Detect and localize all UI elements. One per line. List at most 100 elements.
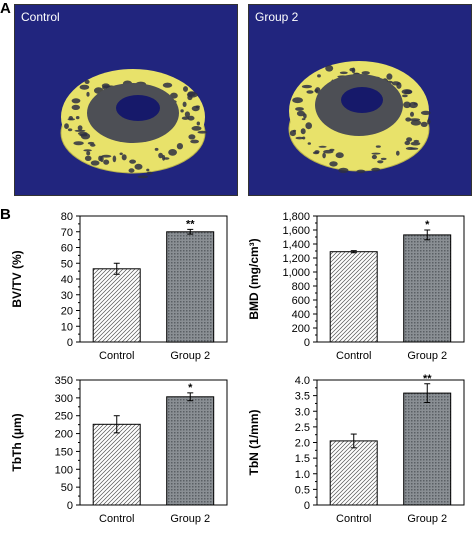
y-tick-label: 3.5 xyxy=(295,391,310,403)
x-category-label: Group 2 xyxy=(170,350,210,362)
bone-pore-speckle xyxy=(180,109,184,113)
bone-pore-speckle xyxy=(101,154,112,158)
control-micro-ct-image: Control xyxy=(14,4,238,196)
bone-pore-speckle xyxy=(90,143,96,147)
bone-pore-speckle xyxy=(100,155,104,163)
bone-pore-speckle xyxy=(188,134,196,140)
y-tick-label: 0.5 xyxy=(295,484,310,496)
tbn-chart-svg: 0 0.5 1.0 1.5 2.0 2.5 3.0 3.5 4.0 TbN (1/mm) Contr… xyxy=(247,373,465,525)
x-category-label: Control xyxy=(336,513,371,525)
y-tick-label: 800 xyxy=(292,281,310,293)
bone-pore-speckle xyxy=(197,130,208,134)
bone-pore-speckle xyxy=(410,120,422,126)
bone-pore-speckle xyxy=(79,84,90,90)
bone-pore-speckle xyxy=(84,155,92,161)
y-tick-label: 2.5 xyxy=(295,422,310,434)
bone-pore-speckle xyxy=(64,123,69,129)
bone-pore-speckle xyxy=(90,160,100,166)
y-tick-label: 80 xyxy=(61,211,73,223)
bone-pore-speckle xyxy=(306,90,314,94)
bone-pore-speckle xyxy=(315,87,321,94)
bmd-chart-svg: 0 200 400 600 800 1,000 1,200 1,400 1,600 1,800 BM… xyxy=(247,211,465,362)
y-tick-label: 2.0 xyxy=(295,438,310,450)
bar xyxy=(403,234,452,343)
y-tick-label: 200 xyxy=(292,323,310,335)
bone-pore-speckle xyxy=(83,149,92,152)
control-bone-ring-render xyxy=(15,5,237,195)
y-tick-label: 30 xyxy=(61,290,73,302)
y-tick-label: 50 xyxy=(61,258,73,270)
y-axis-label: BMD (mg/cm³) xyxy=(247,238,261,319)
bar xyxy=(92,268,141,343)
y-tick-label: 40 xyxy=(61,274,73,286)
x-category-label: Group 2 xyxy=(407,350,447,362)
bone-pore-speckle xyxy=(295,107,304,111)
panel-b-letter: B xyxy=(0,206,11,223)
bone-pore-speckle xyxy=(77,125,83,131)
bone-pore-speckle xyxy=(329,161,338,167)
significance-marker: * xyxy=(188,382,193,394)
bone-pore-speckle xyxy=(162,82,173,88)
bone-pore-speckle xyxy=(74,129,86,132)
bone-pore-speckle xyxy=(86,151,91,156)
y-tick-label: 10 xyxy=(61,321,73,333)
bone-pore-speckle xyxy=(380,157,387,161)
bar xyxy=(329,440,378,506)
bone-pore-speckle xyxy=(413,139,420,143)
x-category-label: Control xyxy=(336,350,371,362)
bone-pore-speckle xyxy=(371,154,377,160)
bar xyxy=(403,392,452,506)
panel-a-letter: A xyxy=(0,0,11,17)
y-tick-label: 300 xyxy=(55,393,73,405)
bone-pore-speckle xyxy=(103,159,110,165)
bone-pore-speckle xyxy=(405,117,412,122)
bone-pore-speckle xyxy=(409,118,421,122)
x-category-label: Control xyxy=(99,513,134,525)
bone-pore-speckle xyxy=(402,94,408,98)
bone-pore-speckle xyxy=(158,152,164,159)
bar xyxy=(166,396,215,506)
bar xyxy=(329,251,378,343)
bone-pore-speckle xyxy=(406,137,413,142)
tbth-chart: 0 50 100 150 200 250 300 350 TbTh (µm) Control * Gr… xyxy=(0,372,237,533)
y-tick-label: 70 xyxy=(61,227,73,239)
bone-pore-speckle xyxy=(314,150,320,154)
bvtv-chart-svg: 0 10 20 30 40 50 60 70 80 BV/TV (%) Control ** Group… xyxy=(10,211,228,362)
bmd-chart: 0 200 400 600 800 1,000 1,200 1,400 1,600 1,800 BM… xyxy=(237,208,474,370)
control-image-label: Control xyxy=(21,10,60,24)
bone-pore-speckle xyxy=(401,89,413,95)
x-category-label: Group 2 xyxy=(170,513,210,525)
bone-pore-speckle xyxy=(112,155,117,163)
bone-pore-speckle xyxy=(73,141,84,146)
bone-pore-speckle xyxy=(146,171,153,175)
bone-pore-speckle xyxy=(119,152,123,156)
bone-pore-speckle xyxy=(339,71,348,75)
bone-pore-speckle xyxy=(301,118,306,121)
bone-pore-speckle xyxy=(176,143,183,150)
y-axis-label: TbTh (µm) xyxy=(10,413,24,471)
y-tick-label: 100 xyxy=(55,464,73,476)
bone-pore-speckle xyxy=(361,71,370,75)
bone-pore-speckle xyxy=(318,145,327,148)
bone-pore-speckle xyxy=(183,86,188,92)
bone-pore-speckle xyxy=(129,159,136,164)
bone-pore-speckle xyxy=(68,116,73,120)
bone-pore-speckle xyxy=(86,91,90,97)
bone-pore-speckle xyxy=(137,175,149,179)
significance-marker: ** xyxy=(186,218,195,230)
y-axis-label: TbN (1/mm) xyxy=(247,409,261,475)
bone-pore-speckle xyxy=(356,169,366,174)
y-tick-label: 1,000 xyxy=(282,267,310,279)
bone-pore-speckle xyxy=(187,115,195,121)
bone-pore-speckle xyxy=(184,111,190,118)
y-tick-label: 200 xyxy=(55,429,73,441)
bone-pore-speckle xyxy=(408,101,418,109)
bone-pore-speckle xyxy=(338,167,349,173)
bone-pore-speckle xyxy=(168,149,178,156)
bone-pore-speckle xyxy=(295,136,304,140)
y-tick-label: 1.5 xyxy=(295,453,310,465)
bone-pore-speckle xyxy=(410,111,414,117)
bone-pore-speckle xyxy=(322,152,326,159)
bone-pore-speckle xyxy=(71,104,80,110)
bone-pore-speckle xyxy=(371,167,381,172)
